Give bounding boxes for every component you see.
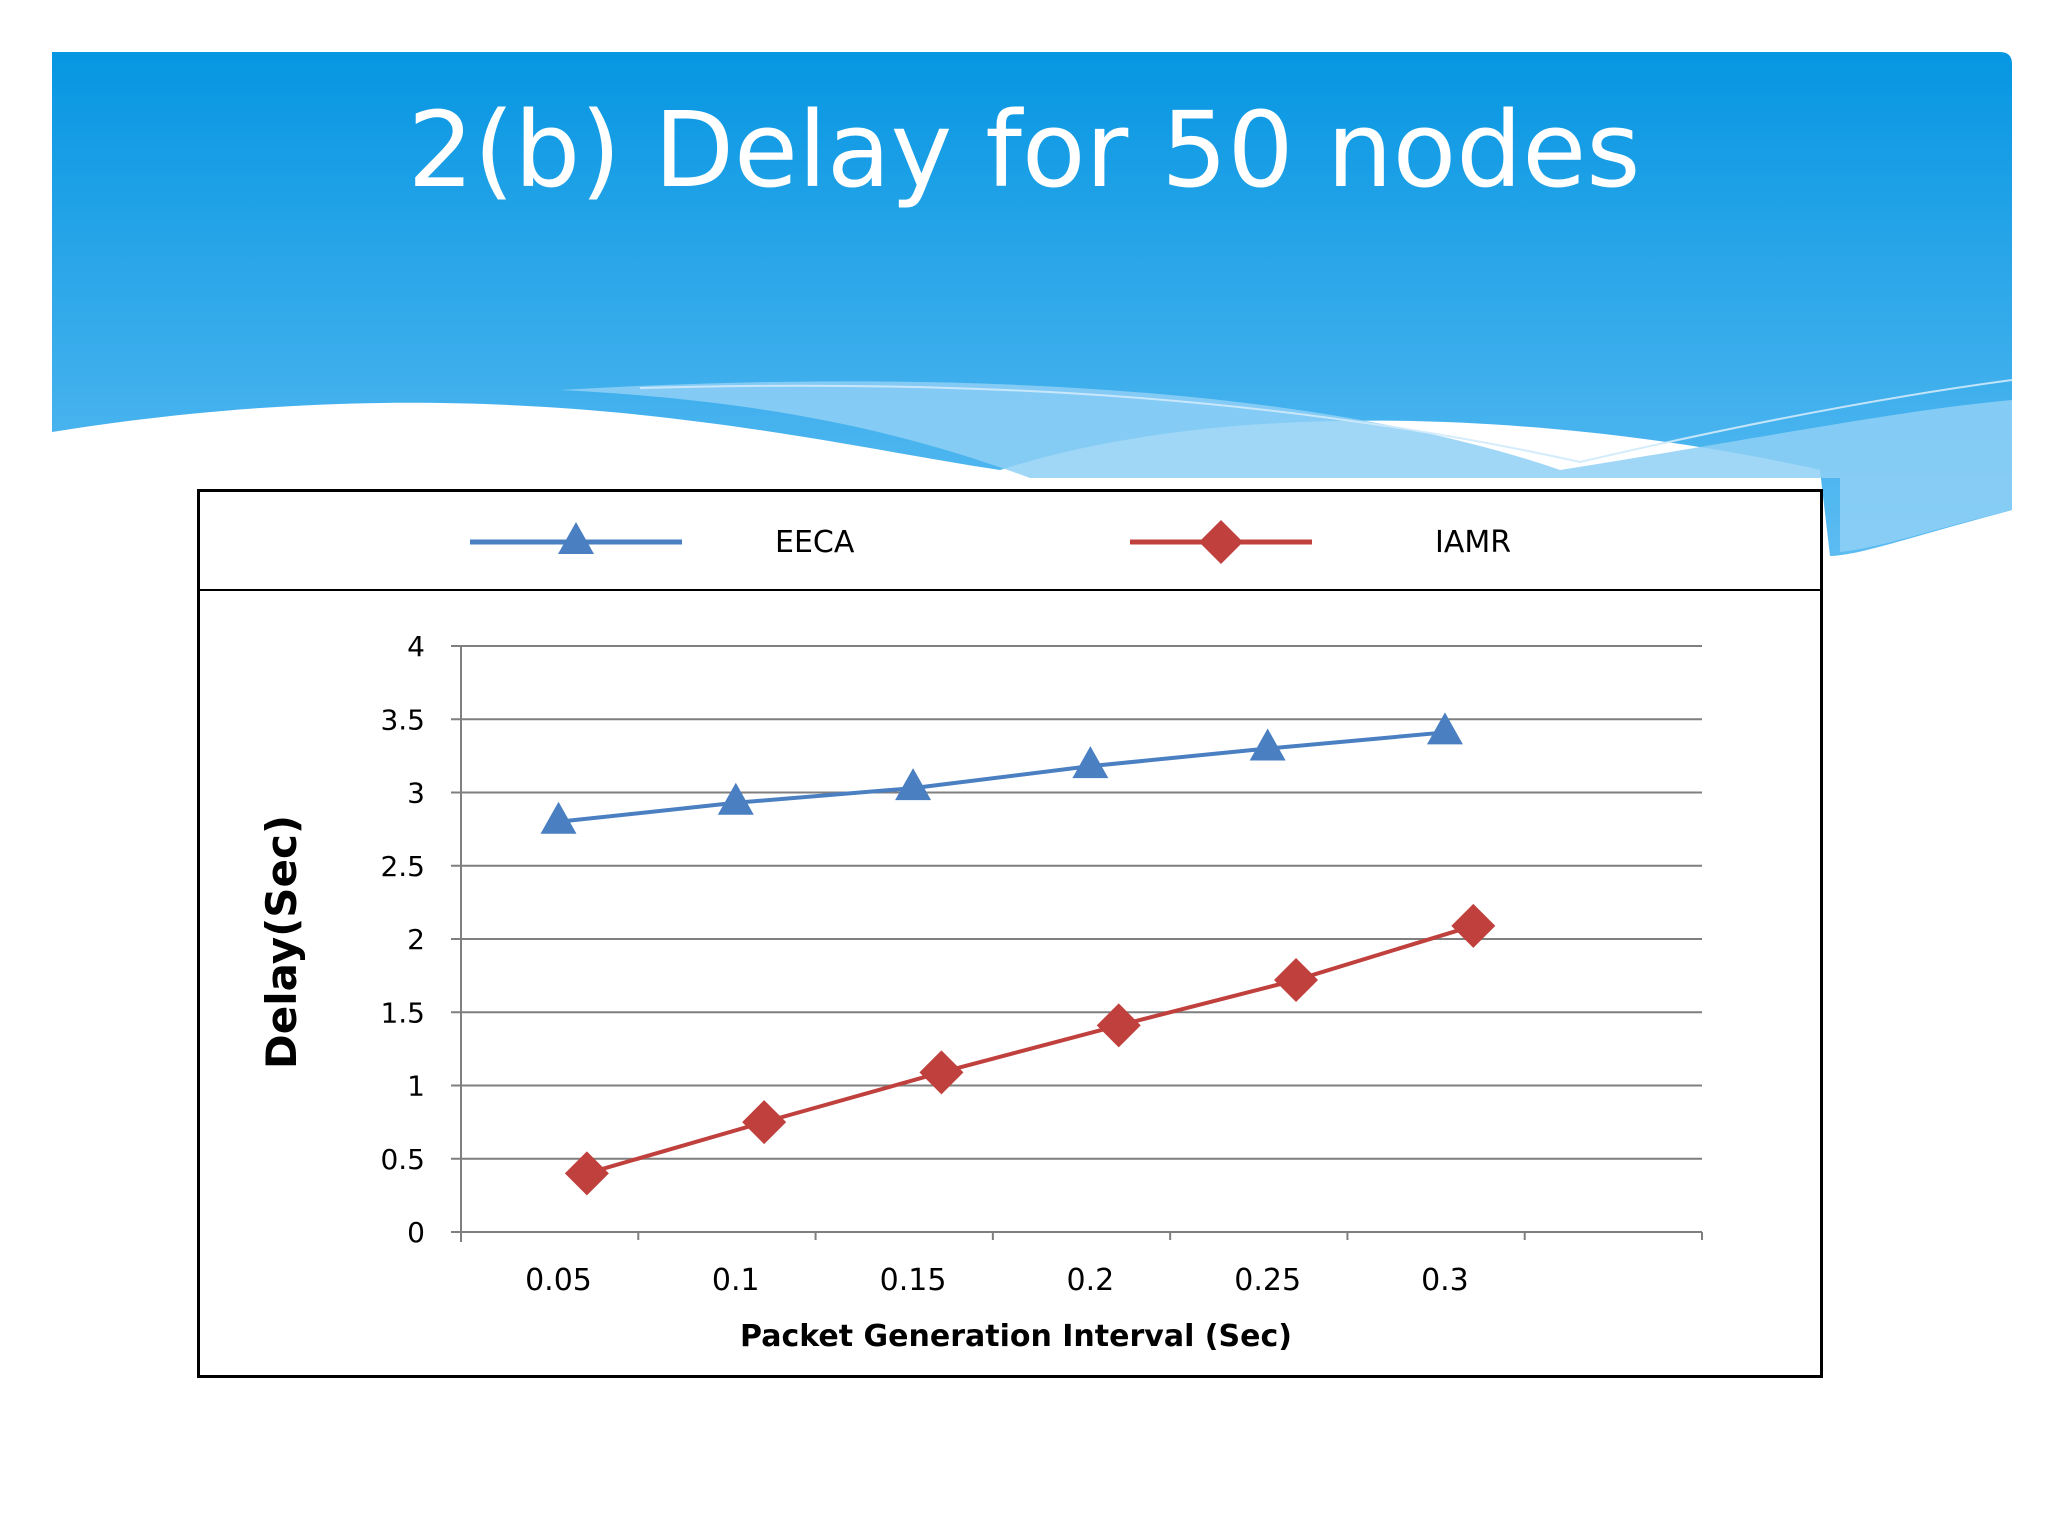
y-tick-label: 1.5 xyxy=(380,996,425,1029)
data-point xyxy=(564,1151,609,1196)
data-point xyxy=(1072,746,1109,779)
data-point xyxy=(1451,903,1496,948)
y-axis-label: Delay(Sec) xyxy=(257,815,306,1069)
chart-frame: EECA IAMR 0 0.5 1 1.5 2 2.5 3 3.5 4 0.05 0.1 0.15 0.… xyxy=(197,489,1823,1378)
data-point xyxy=(895,768,932,801)
x-axis-label: Packet Generation Interval (Sec) xyxy=(740,1319,1292,1354)
y-tick-label: 1 xyxy=(407,1070,425,1103)
x-tick-label: 0.1 xyxy=(712,1263,760,1298)
y-tick-label: 0.5 xyxy=(380,1143,425,1176)
y-tick-label: 3.5 xyxy=(380,703,425,736)
data-point xyxy=(1426,712,1463,745)
header-wave-line xyxy=(639,379,2013,464)
x-axis-tick-labels: 0.05 0.1 0.15 0.2 0.25 0.3 xyxy=(525,1263,1469,1298)
header-wave-light xyxy=(560,381,2012,552)
legend-marker xyxy=(558,522,594,554)
x-tick-label: 0.15 xyxy=(880,1263,947,1298)
series-line xyxy=(558,730,1446,824)
legend-marker xyxy=(1199,520,1243,564)
chart-gridlines xyxy=(451,645,1702,1233)
chart-series xyxy=(540,712,1496,1196)
x-tick-label: 0.05 xyxy=(525,1263,592,1298)
x-tick-label: 0.2 xyxy=(1067,1263,1115,1298)
data-point xyxy=(717,782,754,815)
data-point xyxy=(1274,958,1319,1003)
series-line xyxy=(586,923,1474,1176)
y-tick-label: 4 xyxy=(407,630,425,663)
data-point xyxy=(1096,1003,1141,1048)
line-chart: EECA IAMR 00.511.522.533.54 0.05 0.1 0.15 0.… xyxy=(200,520,1820,1354)
x-tick-label: 0.25 xyxy=(1234,1263,1301,1298)
y-tick-label: 2 xyxy=(407,923,425,956)
legend-label: EECA xyxy=(775,525,855,560)
series-eeca xyxy=(540,712,1463,834)
chart-legend: EECA IAMR xyxy=(470,520,1511,564)
chart-axes xyxy=(460,646,1703,1242)
slide-title: 2(b) Delay for 50 nodes xyxy=(407,89,1641,211)
data-point xyxy=(1249,728,1286,761)
data-point xyxy=(742,1100,787,1145)
header-band xyxy=(52,52,2012,556)
y-axis-tick-labels: 0 0.5 1 1.5 2 2.5 3 3.5 4 xyxy=(380,630,425,1249)
y-tick-label: 2.5 xyxy=(380,850,425,883)
legend-item-eeca: EECA xyxy=(470,522,855,560)
data-point xyxy=(540,801,577,834)
legend-label: IAMR xyxy=(1435,525,1511,560)
legend-item-iamr: IAMR xyxy=(1130,520,1511,564)
y-tick-label: 3 xyxy=(407,777,425,810)
series-iamr xyxy=(564,903,1496,1196)
y-tick-label: 0 xyxy=(407,1216,425,1249)
x-tick-label: 0.3 xyxy=(1421,1263,1469,1298)
data-point xyxy=(919,1050,964,1095)
